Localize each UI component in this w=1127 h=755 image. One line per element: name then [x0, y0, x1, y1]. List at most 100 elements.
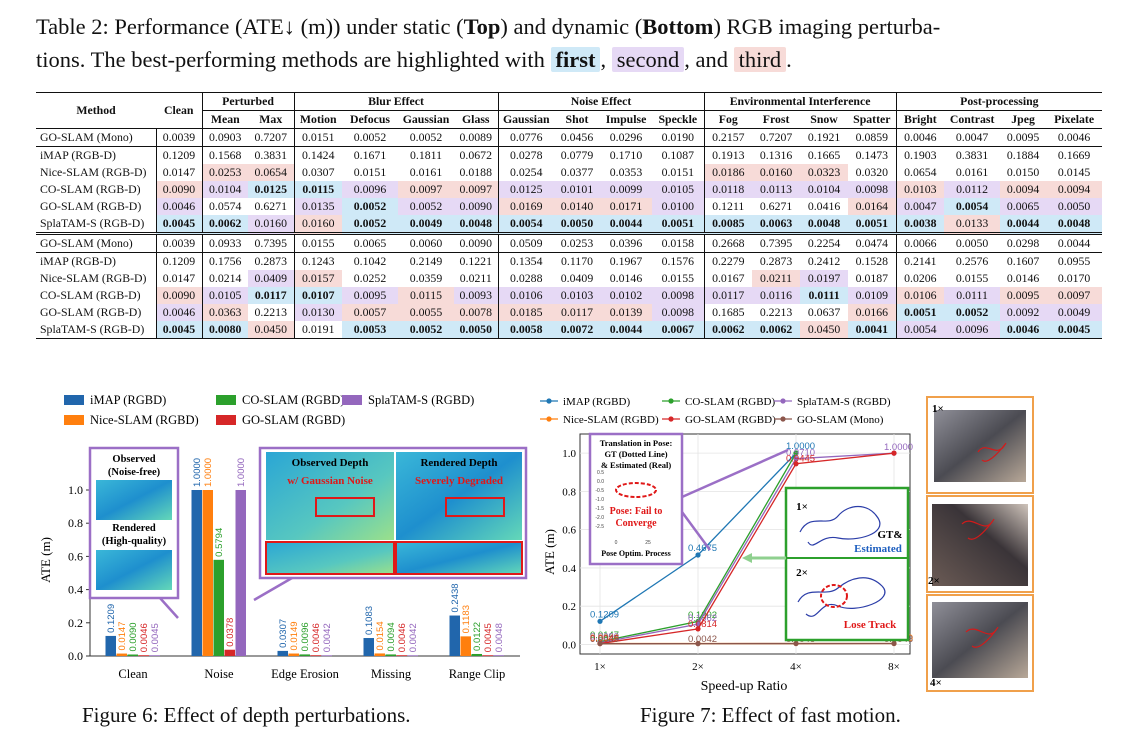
- traj-1x-label: 1×: [796, 501, 808, 513]
- table-cell: 0.0041: [848, 321, 897, 339]
- table-cell: 0.0051: [848, 215, 897, 234]
- bar: [321, 655, 332, 657]
- table-cell: 0.0155: [652, 270, 705, 287]
- data-point: [597, 641, 603, 647]
- point-value-label: 1.0000: [884, 442, 913, 453]
- table-cell: 0.0051: [896, 304, 945, 321]
- table-row: GO-SLAM (Mono) 0.0039 0.0903 0.7207 0.0151 0.…: [36, 128, 1102, 147]
- table-cell: 0.0135: [294, 198, 343, 215]
- inset-connector: [159, 597, 179, 619]
- header-perturbed: Perturbed: [202, 92, 295, 111]
- bar-value-label: 0.2438: [450, 583, 461, 612]
- header-blur: Blur Effect: [294, 92, 499, 111]
- subheader-cell: Pixelate: [1046, 110, 1103, 129]
- bar: [363, 638, 374, 656]
- table-cell: 0.0055: [398, 304, 455, 321]
- scene-4x-label: 4×: [930, 677, 942, 689]
- table-cell: 0.0187: [848, 270, 897, 287]
- pose-inset-estimated: & Estimated (Real): [601, 460, 672, 470]
- pose-tick-y: -2.0: [595, 515, 604, 521]
- inset-trajectories: 1× GT& Estimated 2× Lose Track: [742, 486, 910, 642]
- table-cell: 0.0191: [294, 321, 343, 339]
- table-cell: 0.0164: [848, 198, 897, 215]
- table-cell: 0.0104: [202, 181, 248, 198]
- table-cell: 0.0146: [1006, 271, 1040, 285]
- inset-connector: [253, 576, 293, 602]
- pose-tick-y: -2.5: [595, 524, 604, 530]
- bar: [299, 654, 310, 656]
- point-value-label: 0.0147: [590, 630, 619, 641]
- table-cell: 0.0052: [353, 130, 387, 144]
- table-cell: 0.0170: [1057, 271, 1091, 285]
- x-tick-label: Edge Erosion: [271, 667, 339, 681]
- table-cell: 0.0039: [156, 232, 203, 253]
- table-cell: 0.0054: [896, 321, 945, 339]
- table-cell: 0.0113: [752, 181, 801, 198]
- table-cell: 0.2141: [896, 252, 945, 270]
- y-tick-label: 0.2: [68, 616, 83, 630]
- table-cell: 0.0116: [752, 287, 801, 304]
- table-cell: 0.2873: [248, 252, 295, 270]
- table-cell: 0.0047: [955, 130, 989, 144]
- bar-value-label: 0.0046: [139, 623, 150, 652]
- figure-7-legend: iMAP (RGBD) CO-SLAM (RGBD) SplaTAM-S (RGBD…: [540, 396, 891, 426]
- trajectory-1x: [799, 505, 881, 546]
- caption-text: .: [786, 47, 792, 72]
- table-cell: 0.0045: [156, 321, 203, 339]
- series-line: [599, 452, 895, 644]
- method-name: GO-SLAM (Mono): [36, 128, 157, 147]
- table-cell: 0.0146: [609, 271, 643, 285]
- table-cell: 0.0060: [398, 232, 455, 253]
- table-cell: 0.0186: [704, 164, 753, 181]
- x-tick-label: 1×: [594, 661, 606, 673]
- bar: [116, 653, 127, 656]
- table-cell: 0.0062: [752, 321, 801, 339]
- table-cell: 0.0254: [510, 165, 543, 179]
- table-cell: 0.0654: [904, 165, 937, 179]
- table-cell: 0.0067: [652, 321, 705, 339]
- table-cell: 0.0359: [409, 271, 443, 285]
- bar-value-label: 0.1083: [364, 606, 375, 635]
- table-cell: 0.0278: [498, 146, 555, 164]
- table-cell: 0.0096: [944, 321, 1001, 339]
- pose-fail-label: Pose: Fail to: [610, 506, 663, 517]
- table-cell: 0.1921: [807, 130, 841, 144]
- method-name: SplaTAM-S (RGB-D): [36, 215, 157, 234]
- table-cell: 0.1967: [600, 252, 653, 270]
- method-name: SplaTAM-S (RGB-D): [36, 321, 157, 339]
- data-point: [793, 450, 799, 456]
- table-row: GO-SLAM (RGB-D) 0.0046 0.0574 0.6271 0.0135 0…: [36, 198, 1103, 215]
- y-axis-label: ATE (m): [38, 537, 53, 583]
- table-row: iMAP (RGB-D) 0.1209 0.1756 0.2873 0.1243 0.10…: [36, 252, 1103, 270]
- table-cell: 0.0288: [510, 271, 543, 285]
- bar-value-label: 0.1209: [106, 604, 117, 633]
- table-cell: 0.0637: [807, 305, 841, 319]
- legend-label: CO-SLAM (RGBD): [242, 393, 344, 407]
- subheader-cell: Mean: [202, 110, 248, 129]
- table-cell: 0.0101: [554, 181, 601, 198]
- table-cell: 0.1811: [398, 146, 455, 164]
- table-cell: 0.0150: [1006, 165, 1040, 179]
- table-cell: 0.0117: [554, 304, 601, 321]
- table-cell: 0.0859: [848, 128, 897, 147]
- inset-highquality-label: (High-quality): [102, 536, 167, 547]
- observed-noisy-depth-image: [266, 452, 394, 540]
- zoomed-observed: [265, 541, 395, 575]
- table-cell: 0.0050: [1046, 198, 1103, 215]
- bar-value-label: 0.0048: [494, 623, 505, 652]
- table-cell: 0.0100: [652, 198, 705, 215]
- subheader-cell: Jpeg: [1000, 110, 1047, 129]
- table-row: SplaTAM-S (RGB-D) 0.0045 0.0062 0.0160 0.016…: [36, 215, 1103, 234]
- table-cell: 0.0085: [704, 215, 753, 234]
- caption-text: ) and dynamic (: [500, 14, 643, 39]
- pose-tick-x: 25: [645, 540, 651, 546]
- table-cell: 0.0097: [1046, 287, 1103, 304]
- y-tick-label: 0.6: [562, 525, 576, 537]
- y-tick-label: 0.6: [68, 549, 83, 563]
- table-cell: 0.0047: [896, 198, 945, 215]
- table-cell: 0.0089: [454, 128, 499, 147]
- table-cell: 0.0048: [800, 215, 849, 234]
- table-cell: 0.0093: [454, 287, 499, 304]
- table-cell: 0.1209: [156, 146, 203, 164]
- table-cell: 0.0051: [652, 215, 705, 234]
